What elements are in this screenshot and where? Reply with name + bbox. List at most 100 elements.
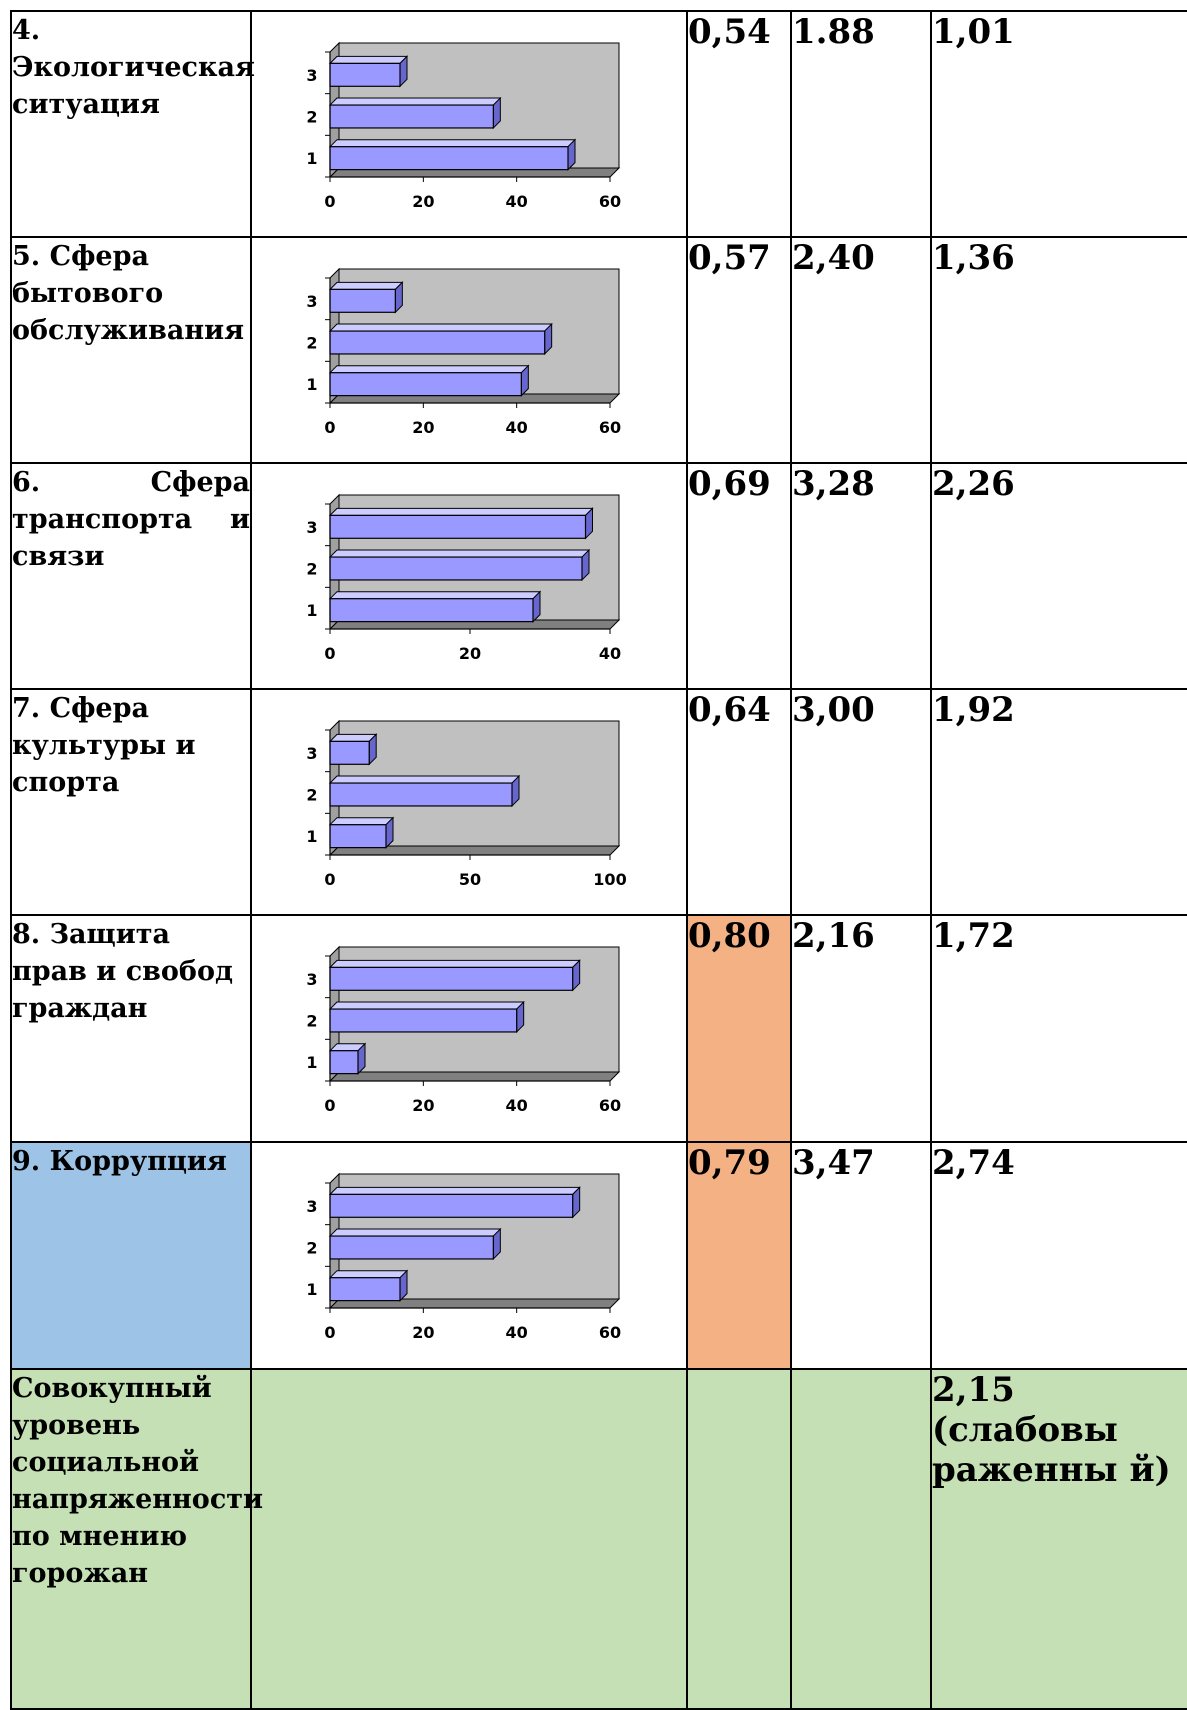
chart-cell: 1 2 3 0 50 100 <box>250 688 688 916</box>
table-row: 6. Сфера транспорта и связи 1 2 3 0 20 40 0,6… <box>10 462 1187 690</box>
bar <box>329 1008 518 1033</box>
category-tick-label: 2 <box>306 1239 317 1258</box>
bar-top-face <box>328 959 581 968</box>
category-tick-label: 1 <box>306 601 317 620</box>
bar <box>329 372 522 397</box>
score-value-cell: 1.88 <box>790 10 932 238</box>
index-value-cell: 0,64 <box>686 688 792 916</box>
tension-value-cell: 2,74 <box>930 1141 1187 1370</box>
bar-top-face <box>328 1270 409 1279</box>
bar-chart: 1 2 3 0 20 40 60 <box>306 41 621 211</box>
category-name: 7. Сфера культуры и спорта <box>12 693 196 798</box>
chart-cell: 1 2 3 0 20 40 60 <box>250 914 688 1143</box>
bar-chart: 1 2 3 0 20 40 60 <box>306 945 621 1115</box>
x-tick-label: 20 <box>459 644 481 663</box>
index-value: 0,64 <box>688 690 771 730</box>
bar-top-face <box>328 817 395 826</box>
bar-top-face <box>328 55 409 64</box>
category-name: 8. Защита прав и свобод граждан <box>12 919 233 1024</box>
score-value-cell: 3,47 <box>790 1141 932 1370</box>
bar <box>329 62 401 87</box>
x-tick-label: 60 <box>599 418 621 437</box>
category-tick-label: 2 <box>306 334 317 353</box>
category-tick-label: 1 <box>306 375 317 394</box>
index-value: 0,57 <box>688 238 771 278</box>
bar-top-face <box>328 507 594 516</box>
category-name: 6. Сфера транспорта и связи <box>12 467 250 572</box>
x-tick-label: 60 <box>599 1096 621 1115</box>
summary-row: Совокупный уровень социальной напряженно… <box>10 1368 1187 1710</box>
bar <box>329 598 534 623</box>
bar <box>329 514 587 539</box>
social-tension-table: 4. Экологическая ситуация 1 2 3 0 20 40 60 0,5… <box>10 10 1187 1710</box>
table-row: 5. Сфера бытового обслуживания 1 2 3 0 20 40 6… <box>10 236 1187 464</box>
table-row: 4. Экологическая ситуация 1 2 3 0 20 40 60 0,5… <box>10 10 1187 238</box>
index-value-cell: 0,69 <box>686 462 792 690</box>
score-value: 1.88 <box>792 12 875 52</box>
x-tick-label: 0 <box>324 418 335 437</box>
bar <box>329 288 396 313</box>
tension-value-cell: 1,72 <box>930 914 1187 1143</box>
bar-chart: 1 2 3 0 20 40 60 <box>306 1172 621 1342</box>
category-tick-label: 2 <box>306 786 317 805</box>
index-value: 0,80 <box>688 916 771 956</box>
bar-chart: 1 2 3 0 20 40 60 <box>306 267 621 437</box>
bar-top-face <box>328 323 553 332</box>
x-tick-label: 0 <box>324 1096 335 1115</box>
category-tick-label: 1 <box>306 149 317 168</box>
chart-cell: 1 2 3 0 20 40 <box>250 462 688 690</box>
bar <box>329 1193 574 1218</box>
bar-top-face <box>328 733 378 742</box>
score-value-cell: 3,00 <box>790 688 932 916</box>
table-row: 9. Коррупция 1 2 3 0 20 40 60 0,79 3,47 2,74 <box>10 1141 1187 1370</box>
x-tick-label: 60 <box>599 1323 621 1342</box>
bar <box>329 146 569 171</box>
summary-name: Совокупный уровень социальной напряженно… <box>12 1373 264 1589</box>
summary-name-cell: Совокупный уровень социальной напряженно… <box>10 1368 263 1710</box>
x-tick-label: 100 <box>593 870 626 889</box>
bar <box>329 966 574 991</box>
category-name: 4. Экологическая ситуация <box>12 15 255 120</box>
tension-value: 2,74 <box>932 1143 1015 1183</box>
x-tick-label: 50 <box>459 870 481 889</box>
category-name-cell: 8. Защита прав и свобод граждан <box>10 914 252 1143</box>
bar <box>329 782 513 807</box>
score-value: 2,40 <box>792 238 875 278</box>
category-name-cell: 4. Экологическая ситуация <box>10 10 255 238</box>
tension-value: 2,26 <box>932 464 1015 504</box>
bar-top-face <box>328 1228 502 1237</box>
bar-chart: 1 2 3 0 50 100 <box>306 719 627 889</box>
category-name-cell: 9. Коррупция <box>10 1141 252 1370</box>
index-value-cell: 0,80 <box>686 914 792 1143</box>
bar-chart: 1 2 3 0 20 40 <box>306 493 621 663</box>
x-tick-label: 40 <box>599 644 621 663</box>
tension-value: 1,01 <box>932 12 1015 52</box>
bar <box>329 740 370 765</box>
tension-value: 1,92 <box>932 690 1015 730</box>
chart-cell: 1 2 3 0 20 40 60 <box>250 236 688 464</box>
x-tick-label: 20 <box>412 1096 434 1115</box>
bar-top-face <box>328 365 530 374</box>
bar-top-face <box>328 1001 525 1010</box>
category-tick-label: 2 <box>306 108 317 127</box>
tension-value: 1,36 <box>932 238 1015 278</box>
score-value-cell: 2,40 <box>790 236 932 464</box>
category-name-cell: 6. Сфера транспорта и связи <box>10 462 252 690</box>
x-tick-label: 40 <box>506 418 528 437</box>
index-value-cell: 0,57 <box>686 236 792 464</box>
tension-value: 1,72 <box>932 916 1015 956</box>
score-value: 3,47 <box>792 1143 875 1183</box>
x-tick-label: 0 <box>324 192 335 211</box>
summary-value-cell: 2,15 (слабовы раженны й) <box>930 1368 1187 1710</box>
bar <box>329 330 546 355</box>
x-tick-label: 40 <box>506 1323 528 1342</box>
bar <box>329 1277 401 1302</box>
chart-cell: 1 2 3 0 20 40 60 <box>250 1141 688 1370</box>
category-tick-label: 1 <box>306 1280 317 1299</box>
bar-top-face <box>328 1186 581 1195</box>
x-tick-label: 40 <box>506 192 528 211</box>
bar-top-face <box>328 97 502 106</box>
bar <box>329 824 387 849</box>
category-name-cell: 7. Сфера культуры и спорта <box>10 688 252 916</box>
table-body: 4. Экологическая ситуация 1 2 3 0 20 40 60 0,5… <box>10 10 1187 1710</box>
